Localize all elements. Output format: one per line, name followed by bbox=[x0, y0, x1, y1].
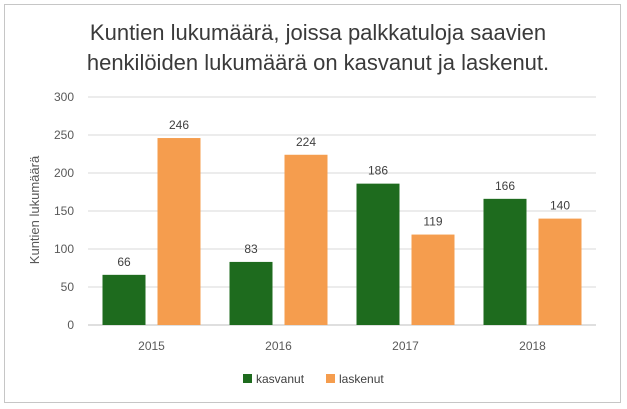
data-label: 119 bbox=[423, 215, 442, 229]
bar-laskenut-2016 bbox=[284, 154, 328, 325]
data-label: 140 bbox=[550, 199, 570, 213]
y-tick-label: 150 bbox=[54, 204, 74, 218]
bars bbox=[102, 138, 582, 325]
data-label: 246 bbox=[169, 118, 189, 132]
bar-kasvanut-2018 bbox=[483, 198, 527, 325]
x-tick-labels: 2015 2016 2017 2018 bbox=[138, 339, 546, 353]
y-tick-label: 0 bbox=[67, 318, 74, 332]
bar-laskenut-2017 bbox=[411, 234, 455, 325]
data-label: 66 bbox=[117, 255, 131, 269]
y-tick-label: 200 bbox=[54, 166, 74, 180]
data-label: 186 bbox=[368, 164, 388, 178]
bar-kasvanut-2017 bbox=[356, 183, 400, 325]
x-tick-label: 2016 bbox=[265, 339, 292, 353]
bar-laskenut-2018 bbox=[538, 218, 582, 325]
bar-kasvanut-2016 bbox=[229, 261, 273, 325]
chart-title-line-2: henkilöiden lukumäärä on kasvanut ja las… bbox=[87, 50, 549, 75]
legend-swatch-laskenut bbox=[326, 374, 335, 383]
y-tick-label: 100 bbox=[54, 242, 74, 256]
y-axis-label: Kuntien lukumäärä bbox=[27, 155, 42, 264]
legend-label-kasvanut: kasvanut bbox=[256, 372, 305, 386]
bar-laskenut-2015 bbox=[157, 138, 201, 325]
chart-title-line-1: Kuntien lukumäärä, joissa palkkatuloja s… bbox=[90, 20, 546, 45]
legend-swatch-kasvanut bbox=[243, 374, 252, 383]
chart-title: Kuntien lukumäärä, joissa palkkatuloja s… bbox=[87, 20, 549, 75]
bar-kasvanut-2015 bbox=[102, 274, 146, 325]
y-tick-labels: 0 50 100 150 200 250 300 bbox=[54, 90, 74, 332]
legend: kasvanut laskenut bbox=[243, 372, 384, 386]
legend-label-laskenut: laskenut bbox=[339, 372, 384, 386]
x-tick-label: 2015 bbox=[138, 339, 165, 353]
data-labels: 66 246 83 224 186 119 166 140 bbox=[117, 118, 570, 269]
data-label: 83 bbox=[244, 242, 258, 256]
x-tick-label: 2017 bbox=[392, 339, 419, 353]
y-tick-label: 300 bbox=[54, 90, 74, 104]
data-label: 224 bbox=[296, 135, 316, 149]
y-tick-label: 50 bbox=[61, 280, 75, 294]
data-label: 166 bbox=[495, 179, 515, 193]
y-tick-label: 250 bbox=[54, 128, 74, 142]
x-tick-label: 2018 bbox=[519, 339, 546, 353]
